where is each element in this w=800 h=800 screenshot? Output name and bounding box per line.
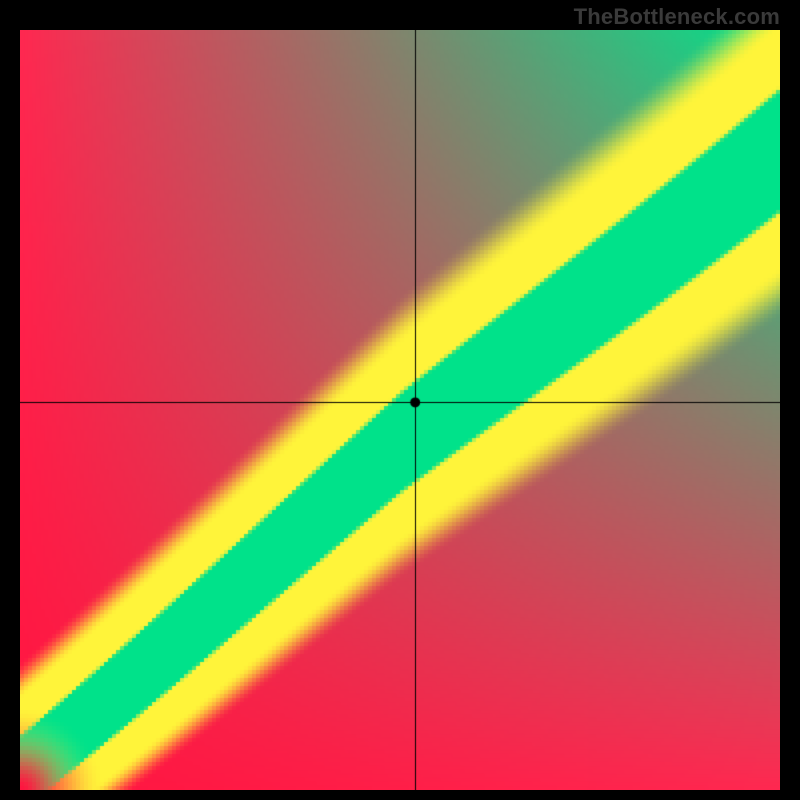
watermark-text: TheBottleneck.com bbox=[574, 4, 780, 30]
heatmap-canvas bbox=[20, 30, 780, 790]
chart-frame: TheBottleneck.com bbox=[0, 0, 800, 800]
